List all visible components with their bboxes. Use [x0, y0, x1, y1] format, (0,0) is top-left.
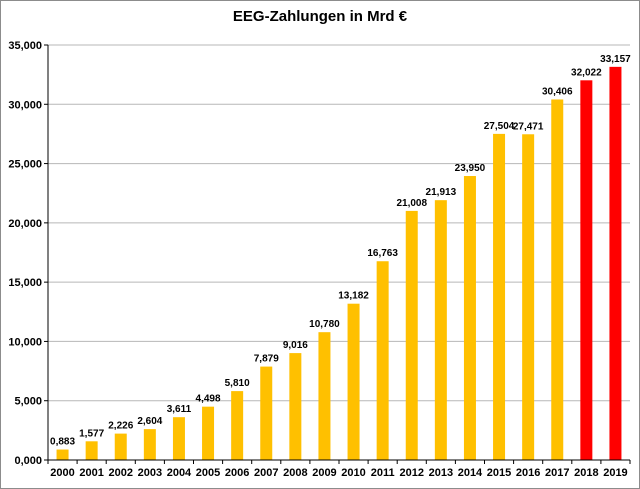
- value-label-2011: 16,763: [367, 248, 398, 259]
- x-tick-label: 2005: [196, 467, 220, 479]
- value-label-2007: 7,879: [254, 354, 279, 365]
- y-tick-label: 5,000: [14, 396, 42, 408]
- x-tick-label: 2003: [138, 467, 162, 479]
- x-axis-ticks: 2000 2001 2002 2003 2004 2005 2006 2007 2008 2009…: [47, 460, 631, 479]
- value-label-2001: 1,577: [79, 428, 104, 439]
- chart-title: EEG-Zahlungen in Mrd €: [232, 8, 408, 25]
- value-label-2019: 33,157: [600, 54, 631, 65]
- value-label-2018: 32,022: [571, 67, 602, 78]
- value-label-2017: 30,406: [542, 86, 573, 97]
- bar-2005: [202, 406, 215, 460]
- y-tick-label: 15,000: [8, 277, 42, 289]
- bar-2015: [493, 133, 506, 460]
- y-tick-label: 10,000: [8, 336, 42, 348]
- x-tick-label: 2002: [109, 467, 133, 479]
- value-label-2010: 13,182: [338, 291, 369, 302]
- value-label-2006: 5,810: [225, 378, 250, 389]
- bar-2010: [347, 303, 360, 460]
- value-label-2013: 21,913: [426, 187, 457, 198]
- x-tick-label: 2012: [400, 467, 424, 479]
- x-tick-label: 2009: [312, 467, 336, 479]
- value-label-2009: 10,780: [309, 319, 340, 330]
- bar-2014: [463, 176, 476, 460]
- value-label-2004: 3,611: [167, 404, 192, 415]
- x-tick-label: 2018: [574, 467, 598, 479]
- value-label-2015: 27,504: [484, 121, 515, 132]
- y-axis-ticks: 0,000 5,000 10,000 15,000 20,000 25,000 30,000…: [8, 40, 48, 467]
- y-tick-label: 30,000: [8, 99, 42, 111]
- value-label-2005: 4,498: [196, 394, 221, 405]
- bar-2016: [522, 134, 535, 460]
- gridlines: [48, 44, 630, 402]
- x-tick-label: 2006: [225, 467, 249, 479]
- value-labels: 0,883 1,577 2,226 2,604 3,611 4,498 5,810 7,879…: [50, 54, 631, 448]
- y-tick-label: 0,000: [14, 455, 42, 467]
- x-tick-label: 2013: [429, 467, 453, 479]
- value-label-2002: 2,226: [108, 421, 133, 432]
- bar-2018: [580, 80, 593, 460]
- bar-2011: [376, 261, 389, 460]
- bar-2013: [434, 200, 447, 460]
- bar-2004: [172, 417, 185, 460]
- y-tick-label: 25,000: [8, 159, 42, 171]
- bar-2009: [318, 332, 331, 460]
- x-tick-label: 2017: [545, 467, 569, 479]
- x-tick-label: 2019: [603, 467, 627, 479]
- x-tick-label: 2004: [167, 467, 192, 479]
- value-label-2012: 21,008: [396, 198, 427, 209]
- x-tick-label: 2016: [516, 467, 540, 479]
- bar-2000: [56, 449, 69, 460]
- bar-2007: [260, 366, 273, 460]
- x-tick-label: 2000: [50, 467, 74, 479]
- bar-2006: [231, 391, 244, 460]
- x-tick-label: 2014: [458, 467, 483, 479]
- bar-2002: [114, 433, 127, 460]
- x-tick-label: 2008: [283, 467, 307, 479]
- y-tick-label: 20,000: [8, 218, 42, 230]
- value-label-2014: 23,950: [455, 163, 486, 174]
- x-tick-label: 2001: [79, 467, 103, 479]
- value-label-2008: 9,016: [283, 340, 308, 351]
- x-tick-label: 2010: [341, 467, 365, 479]
- bar-2012: [405, 210, 418, 460]
- value-label-2000: 0,883: [50, 437, 75, 448]
- bar-2017: [551, 99, 564, 461]
- value-label-2016: 27,471: [513, 121, 544, 132]
- axes: [47, 45, 630, 461]
- x-tick-label: 2011: [371, 467, 395, 479]
- bar-2001: [85, 441, 98, 460]
- value-label-2003: 2,604: [137, 416, 162, 427]
- y-tick-label: 35,000: [8, 40, 42, 52]
- x-tick-label: 2007: [254, 467, 278, 479]
- x-tick-label: 2015: [487, 467, 511, 479]
- bar-2003: [143, 429, 156, 460]
- bars: [56, 66, 622, 461]
- bar-2008: [289, 353, 302, 460]
- bar-2019: [609, 66, 622, 460]
